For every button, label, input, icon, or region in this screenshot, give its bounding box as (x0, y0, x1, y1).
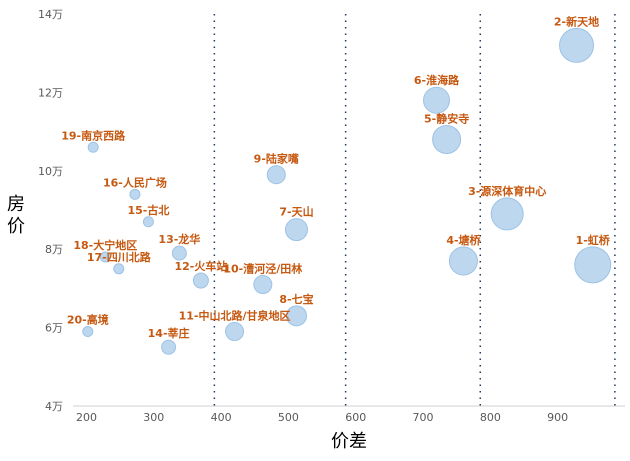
bubbles (82, 27, 612, 355)
point-label: 10-漕河泾/田林 (223, 261, 302, 275)
y-tick-label: 12万 (38, 86, 63, 99)
point-label: 5-静安寺 (424, 111, 469, 125)
bubble (432, 124, 462, 154)
bubble (225, 322, 245, 342)
bubble (284, 218, 308, 242)
bubble (99, 251, 111, 263)
point-label: 6-淮海路 (414, 73, 460, 87)
bubble (448, 246, 478, 276)
bubble (423, 86, 451, 114)
point-label: 9-陆家嘴 (254, 152, 299, 166)
point-label: 3-源深体育中心 (468, 184, 546, 198)
point-label: 13-龙华 (158, 232, 200, 246)
x-tick-label: 800 (480, 411, 501, 424)
bubble (574, 246, 612, 284)
point-label: 11-中山北路/甘泉地区 (179, 309, 291, 323)
point-label: 2-新天地 (554, 14, 599, 28)
x-tick-label: 500 (278, 411, 299, 424)
x-tick-label: 900 (547, 411, 568, 424)
point-label: 17-四川北路 (87, 250, 152, 264)
bubble (129, 188, 141, 200)
point-label: 1-虹桥 (576, 233, 611, 247)
x-tick-label: 300 (143, 411, 164, 424)
reference-lines (213, 14, 616, 406)
y-tick-label: 14万 (38, 8, 63, 21)
bubble (285, 305, 307, 327)
x-axis-ticks: 200 300 400 500 600 700 800 900 (76, 411, 568, 424)
point-label: 7-天山 (279, 205, 313, 219)
y-tick-label: 10万 (38, 165, 63, 178)
x-axis-title: 价差 (331, 431, 367, 452)
bubble (82, 326, 94, 338)
point-label: 12-火车站 (174, 259, 227, 273)
point-label: 14-莘庄 (148, 326, 190, 340)
point-label: 15-古北 (127, 203, 169, 217)
y-axis-title-char-1: 房 (7, 194, 25, 215)
point-labels: 1-虹桥 2-新天地 3-源深体育中心 4-塘桥 5-静安寺 6-淮海路 7-天山 8-七宝 9… (61, 14, 611, 340)
bubble (142, 216, 154, 228)
y-tick-label: 4万 (45, 400, 63, 413)
point-label: 20-高境 (67, 313, 109, 327)
bubble (559, 27, 595, 63)
point-label: 18-大宁地区 (73, 238, 137, 252)
bubble (490, 197, 524, 231)
bubble (253, 274, 273, 294)
x-tick-label: 200 (76, 411, 97, 424)
bubble (113, 263, 125, 275)
point-label: 19-南京西路 (61, 128, 126, 142)
bubble (171, 245, 187, 261)
point-label: 4-塘桥 (446, 233, 481, 247)
x-tick-label: 400 (211, 411, 232, 424)
bubble (87, 141, 99, 153)
bubble (266, 165, 286, 185)
x-tick-label: 600 (345, 411, 366, 424)
bubble (192, 272, 209, 289)
point-label: 8-七宝 (279, 292, 313, 306)
y-tick-label: 6万 (45, 322, 63, 335)
x-tick-label: 700 (413, 411, 434, 424)
point-label: 16-人民广场 (103, 175, 167, 189)
y-axis-ticks: 4万 6万 8万 10万 12万 14万 (38, 8, 63, 413)
bubble (161, 339, 177, 355)
y-axis-title-char-2: 价 (7, 216, 25, 237)
y-tick-label: 8万 (45, 243, 63, 256)
